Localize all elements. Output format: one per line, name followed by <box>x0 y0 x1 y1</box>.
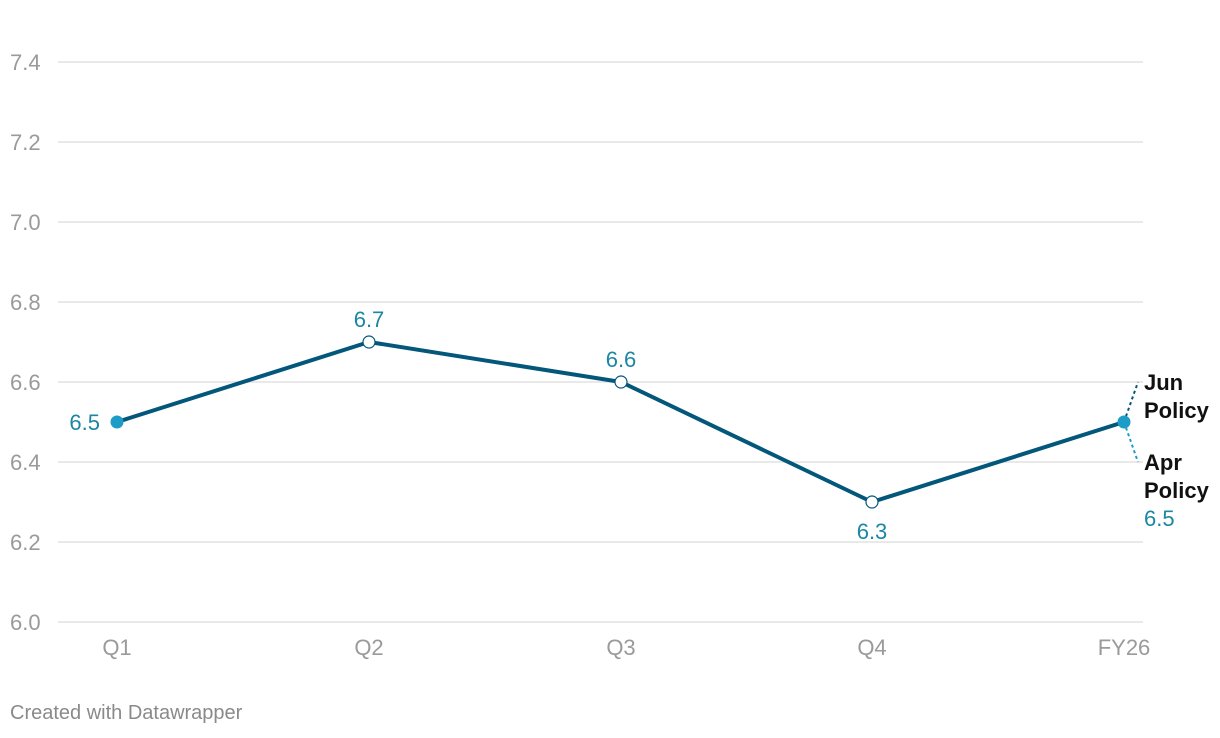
y-tick-label: 6.0 <box>10 610 41 635</box>
x-tick-label: Q2 <box>354 635 383 660</box>
series-label-apr-line2: Policy <box>1144 478 1210 503</box>
y-tick-label: 6.8 <box>10 290 41 315</box>
y-tick-label: 7.2 <box>10 130 41 155</box>
data-label: 6.5 <box>69 410 100 435</box>
y-tick-label: 6.4 <box>10 450 41 475</box>
y-tick-label: 6.6 <box>10 370 41 395</box>
data-label: 6.6 <box>606 347 637 372</box>
series-label-connector <box>1123 381 1139 423</box>
data-point <box>614 375 628 389</box>
series-label-jun-line2: Policy <box>1144 398 1210 423</box>
credit-text: Created with Datawrapper <box>10 702 243 724</box>
y-tick-label: 7.4 <box>10 50 41 75</box>
data-point <box>110 415 124 429</box>
data-point <box>865 495 879 509</box>
data-point <box>1117 415 1131 429</box>
data-label: 6.7 <box>354 307 385 332</box>
series-label-connector <box>1123 421 1139 463</box>
x-tick-label: Q1 <box>102 635 131 660</box>
series-label-apr-line1: Apr <box>1144 450 1182 475</box>
data-point <box>362 335 376 349</box>
y-tick-label: 7.0 <box>10 210 41 235</box>
x-tick-label: FY26 <box>1098 635 1151 660</box>
data-label-apr-policy: 6.5 <box>1144 506 1175 531</box>
y-tick-label: 6.2 <box>10 530 41 555</box>
data-label: 6.3 <box>857 519 888 544</box>
x-tick-label: Q3 <box>606 635 635 660</box>
series-label-jun-line1: Jun <box>1144 370 1183 395</box>
x-tick-label: Q4 <box>857 635 886 660</box>
